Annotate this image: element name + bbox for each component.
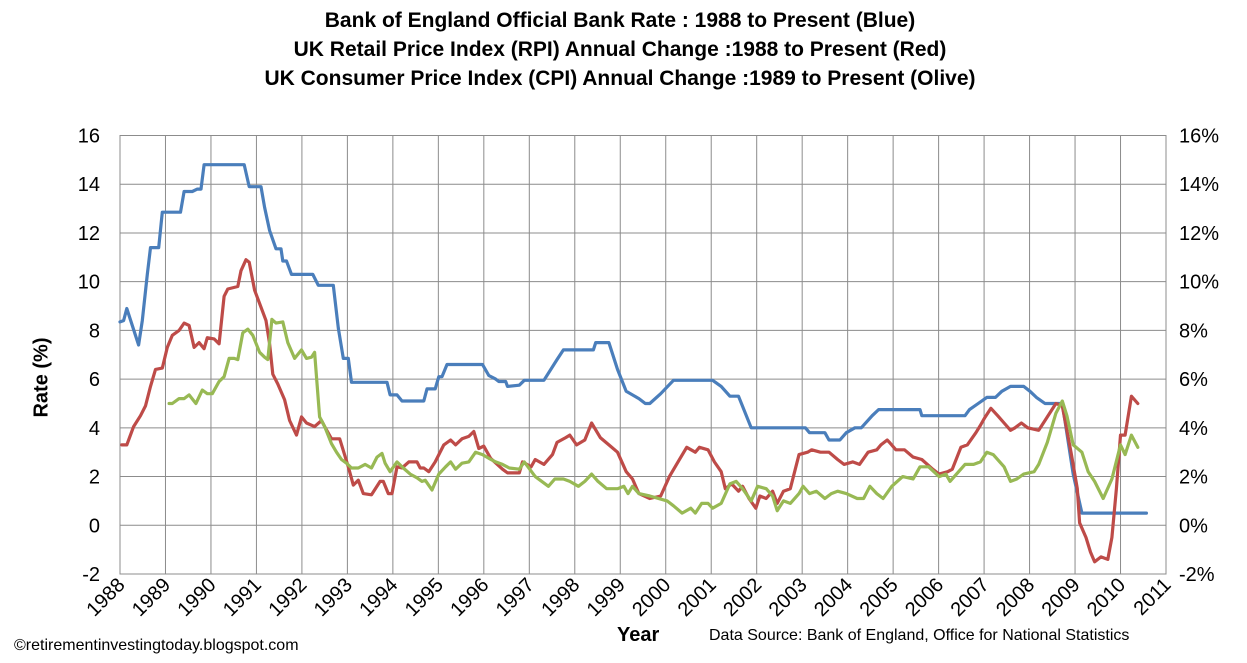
y-tick-label-left: 8: [89, 320, 100, 342]
x-tick-label: 2006: [901, 574, 948, 621]
y-tick-label-right: 8%: [1179, 320, 1208, 342]
x-tick-label: 2005: [856, 574, 903, 621]
x-tick-label: 1995: [401, 574, 448, 621]
x-tick-label: 2010: [1083, 574, 1130, 621]
x-tick-label: 1993: [310, 574, 357, 621]
y-tick-label-right: 16%: [1179, 126, 1219, 148]
x-tick-label: 2007: [947, 574, 994, 621]
y-tick-label-right: -2%: [1179, 564, 1215, 586]
y-tick-label-right: 10%: [1179, 272, 1219, 294]
x-axis-label: Year: [617, 624, 660, 646]
y-tick-label-right: 0%: [1179, 515, 1208, 537]
x-tick-label: 1994: [355, 574, 402, 621]
x-tick-label: 2011: [1130, 574, 1176, 620]
x-tick-label: 2003: [765, 574, 812, 621]
y-tick-label-left: 0: [89, 515, 100, 537]
x-tick-label: 2001: [674, 574, 721, 621]
y-tick-label-left: -2: [82, 564, 100, 586]
y-tick-label-left: 10: [78, 272, 100, 294]
y-axis-label: Rate (%): [30, 337, 53, 418]
y-tick-label-left: 4: [89, 418, 100, 440]
y-tick-label-right: 12%: [1179, 223, 1219, 245]
x-tick-label: 1989: [128, 574, 175, 621]
title-line-3: UK Consumer Price Index (CPI) Annual Cha…: [264, 67, 976, 90]
y-tick-label-left: 12: [78, 223, 100, 245]
y-tick-label-right: 14%: [1179, 174, 1219, 196]
x-tick-label: 2000: [628, 574, 675, 621]
x-tick-label: 1990: [173, 574, 220, 621]
chart-title: Bank of England Official Bank Rate : 198…: [110, 6, 1130, 93]
x-tick-label: 2002: [719, 574, 766, 621]
x-tick-label: 1996: [446, 574, 493, 621]
x-tick-label: 1998: [537, 574, 584, 621]
cpi-line: [167, 317, 1140, 515]
y-tick-label-left: 6: [89, 369, 100, 391]
rpi-line: [120, 258, 1140, 564]
x-tick-label: 1999: [583, 574, 630, 621]
title-line-1: Bank of England Official Bank Rate : 198…: [324, 9, 916, 32]
x-tick-label: 2004: [810, 574, 857, 621]
y-tick-label-right: 2%: [1179, 467, 1208, 489]
y-tick-label-right: 6%: [1179, 369, 1208, 391]
x-tick-label: 1992: [264, 574, 311, 621]
bank-rate-line: [118, 163, 1148, 515]
y-tick-label-right: 4%: [1179, 418, 1208, 440]
data-source-text: Data Source: Bank of England, Office for…: [709, 627, 1130, 644]
x-tick-label: 1991: [219, 574, 266, 621]
x-tick-label: 2008: [992, 574, 1039, 621]
copyright-text: ©retirementinvestingtoday.blogspot.com: [14, 637, 299, 654]
y-tick-label-left: 16: [78, 126, 100, 148]
y-tick-label-left: 14: [78, 174, 100, 196]
title-line-2: UK Retail Price Index (RPI) Annual Chang…: [293, 38, 947, 61]
x-tick-label: 2009: [1038, 574, 1085, 621]
plot-border: [119, 135, 1167, 575]
y-tick-label-left: 2: [89, 467, 100, 489]
x-tick-label: 1997: [492, 574, 539, 621]
